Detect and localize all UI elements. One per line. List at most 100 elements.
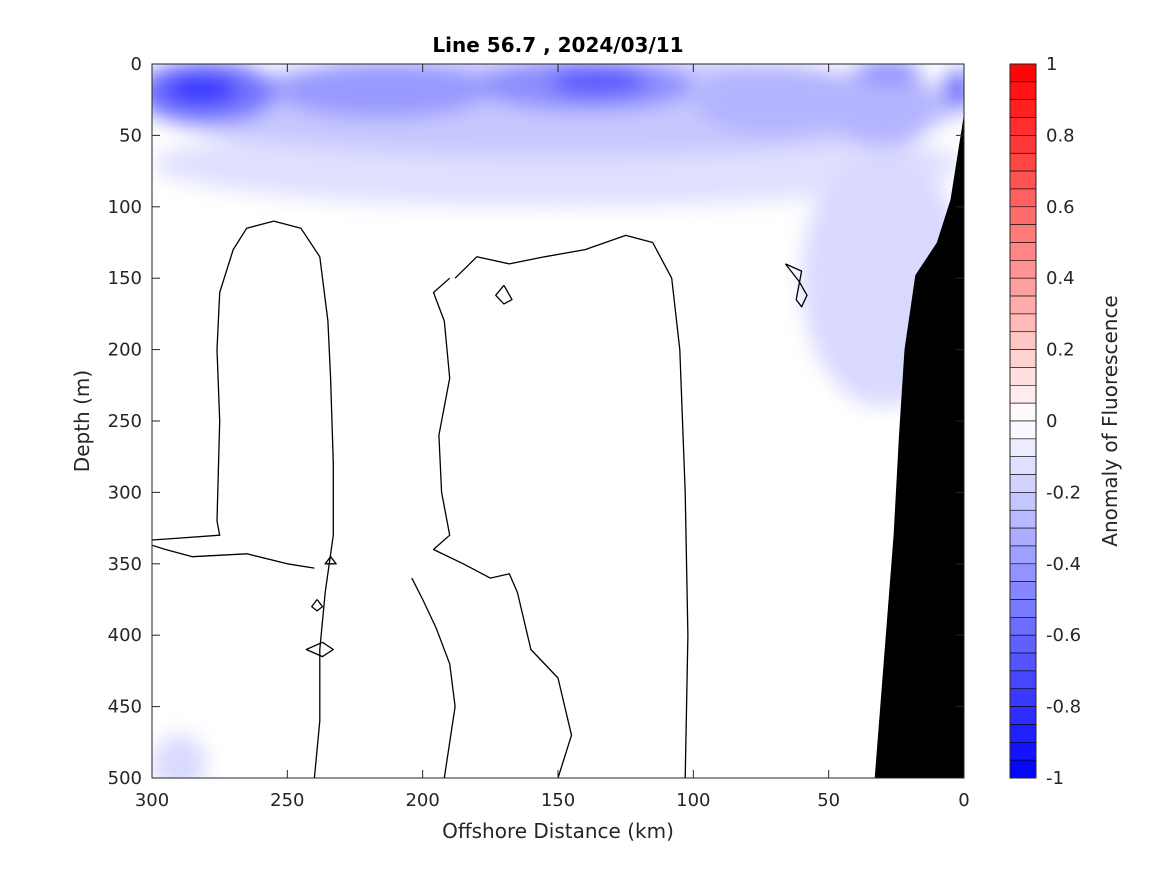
colorbar-level-25	[1009, 509, 1037, 529]
colorbar-level-17	[1009, 367, 1037, 386]
colorbar-tick-label-0: -1	[1046, 768, 1064, 789]
x-tick-label-5: 50	[817, 790, 840, 811]
colorbar-level-28	[1009, 563, 1037, 582]
colorbar-level-11	[1009, 260, 1037, 279]
small-contour-1	[784, 263, 808, 308]
zero-contour-4	[432, 277, 573, 778]
small-contour-3	[305, 641, 334, 658]
y-tick-label-3: 150	[108, 268, 142, 289]
zero-contour-2	[411, 577, 456, 778]
anomaly-patch-8	[855, 64, 921, 83]
colorbar-level-37	[1009, 724, 1037, 743]
x-tick-label-4: 100	[676, 790, 710, 811]
y-tick-label-0: 0	[131, 54, 142, 75]
colorbar-level-32	[1009, 634, 1037, 654]
colorbar-level-5	[1009, 152, 1037, 172]
anomaly-patch-4	[828, 66, 937, 147]
y-tick-label-6: 300	[108, 482, 142, 503]
y-tick-label-8: 400	[108, 625, 142, 646]
colorbar-level-15	[1009, 331, 1037, 350]
zero-contours	[152, 220, 808, 778]
y-axis-label: Depth (m)	[70, 370, 94, 472]
colorbar-level-34	[1009, 670, 1037, 690]
y-tick-label-1: 50	[119, 125, 142, 146]
chart-title: Line 56.7 , 2024/03/11	[432, 33, 683, 57]
y-tick-label-9: 450	[108, 697, 142, 718]
colorbar-tick-label-6: 0.2	[1046, 340, 1075, 361]
colorbar-level-1	[1009, 81, 1037, 100]
colorbar-tick-label-5: 0	[1046, 411, 1057, 432]
x-tick-label-6: 0	[958, 790, 969, 811]
y-tick-label-5: 250	[108, 411, 142, 432]
colorbar-level-19	[1009, 402, 1037, 422]
small-contour-2	[311, 599, 324, 612]
colorbar-level-2	[1009, 99, 1037, 118]
colorbar-tick-label-3: -0.4	[1046, 554, 1081, 575]
x-axis: 300 250 200 150 100 50 0	[135, 64, 970, 811]
colorbar-level-16	[1009, 349, 1037, 368]
colorbar-level-13	[1009, 295, 1037, 315]
anomaly-patch-6	[273, 64, 491, 119]
colorbar-level-35	[1009, 688, 1037, 707]
anomaly-patch-10	[942, 69, 964, 110]
colorbar-level-4	[1009, 135, 1037, 154]
colorbar-level-12	[1009, 277, 1037, 297]
y-tick-label-4: 200	[108, 340, 142, 361]
anomaly-patch-2	[152, 735, 207, 778]
colorbar-level-29	[1009, 581, 1037, 600]
colorbar-level-23	[1009, 474, 1037, 493]
y-axis: 0 50 100 150 200 250 300 350 400 450 500	[108, 54, 964, 789]
bathymetry-seafloor	[874, 114, 964, 778]
colorbar-level-7	[1009, 188, 1037, 208]
colorbar-level-3	[1009, 117, 1037, 136]
colorbar-tick-label-8: 0.6	[1046, 197, 1075, 218]
colorbar-level-39	[1009, 759, 1037, 779]
small-contour-0	[495, 284, 513, 305]
small-contour-4	[324, 556, 337, 565]
colorbar-label: Anomaly of Fluorescence	[1098, 295, 1122, 546]
colorbar-level-24	[1009, 492, 1037, 511]
y-tick-label-10: 500	[108, 768, 142, 789]
colorbar-tick-label-7: 0.4	[1046, 268, 1075, 289]
x-tick-label-3: 150	[541, 790, 575, 811]
anomaly-field	[152, 64, 964, 778]
colorbar-level-0	[1009, 63, 1037, 83]
colorbar: -1 -0.8 -0.6 -0.4 -0.2 0 0.2 0.4 0.6 0.8 1	[1009, 54, 1081, 789]
x-tick-label-2: 200	[405, 790, 439, 811]
colorbar-level-30	[1009, 599, 1037, 618]
colorbar-level-20	[1009, 420, 1037, 440]
colorbar-level-38	[1009, 741, 1037, 761]
colorbar-tick-label-10: 1	[1046, 54, 1057, 75]
colorbar-level-14	[1009, 313, 1037, 333]
y-tick-label-2: 100	[108, 197, 142, 218]
x-axis-label: Offshore Distance (km)	[442, 819, 674, 843]
colorbar-level-18	[1009, 384, 1037, 404]
anomaly-patch-11	[549, 66, 648, 96]
colorbar-tick-label-1: -0.8	[1046, 697, 1081, 718]
anomaly-patch-12	[162, 75, 239, 104]
plot-area	[152, 64, 964, 778]
colorbar-level-6	[1009, 170, 1037, 190]
zero-contour-3	[454, 234, 689, 778]
anomaly-patch-5	[693, 64, 856, 136]
colorbar-level-31	[1009, 617, 1037, 636]
x-tick-label-0: 300	[135, 790, 169, 811]
zero-contour-1	[152, 220, 315, 569]
colorbar-level-26	[1009, 527, 1037, 547]
colorbar-level-36	[1009, 706, 1037, 725]
colorbar-level-21	[1009, 438, 1037, 458]
colorbar-level-8	[1009, 206, 1037, 225]
colorbar-tick-label-9: 0.8	[1046, 125, 1075, 146]
colorbar-level-22	[1009, 456, 1037, 475]
colorbar-level-33	[1009, 652, 1037, 672]
colorbar-frame	[1009, 63, 1037, 779]
colorbar-tick-label-4: -0.2	[1046, 482, 1081, 503]
colorbar-level-9	[1009, 224, 1037, 243]
x-tick-label-1: 250	[270, 790, 304, 811]
zero-contour-0	[273, 220, 334, 778]
colorbar-level-10	[1009, 242, 1037, 261]
colorbar-level-27	[1009, 545, 1037, 565]
colorbar-tick-label-2: -0.6	[1046, 625, 1081, 646]
y-tick-label-7: 350	[108, 554, 142, 575]
